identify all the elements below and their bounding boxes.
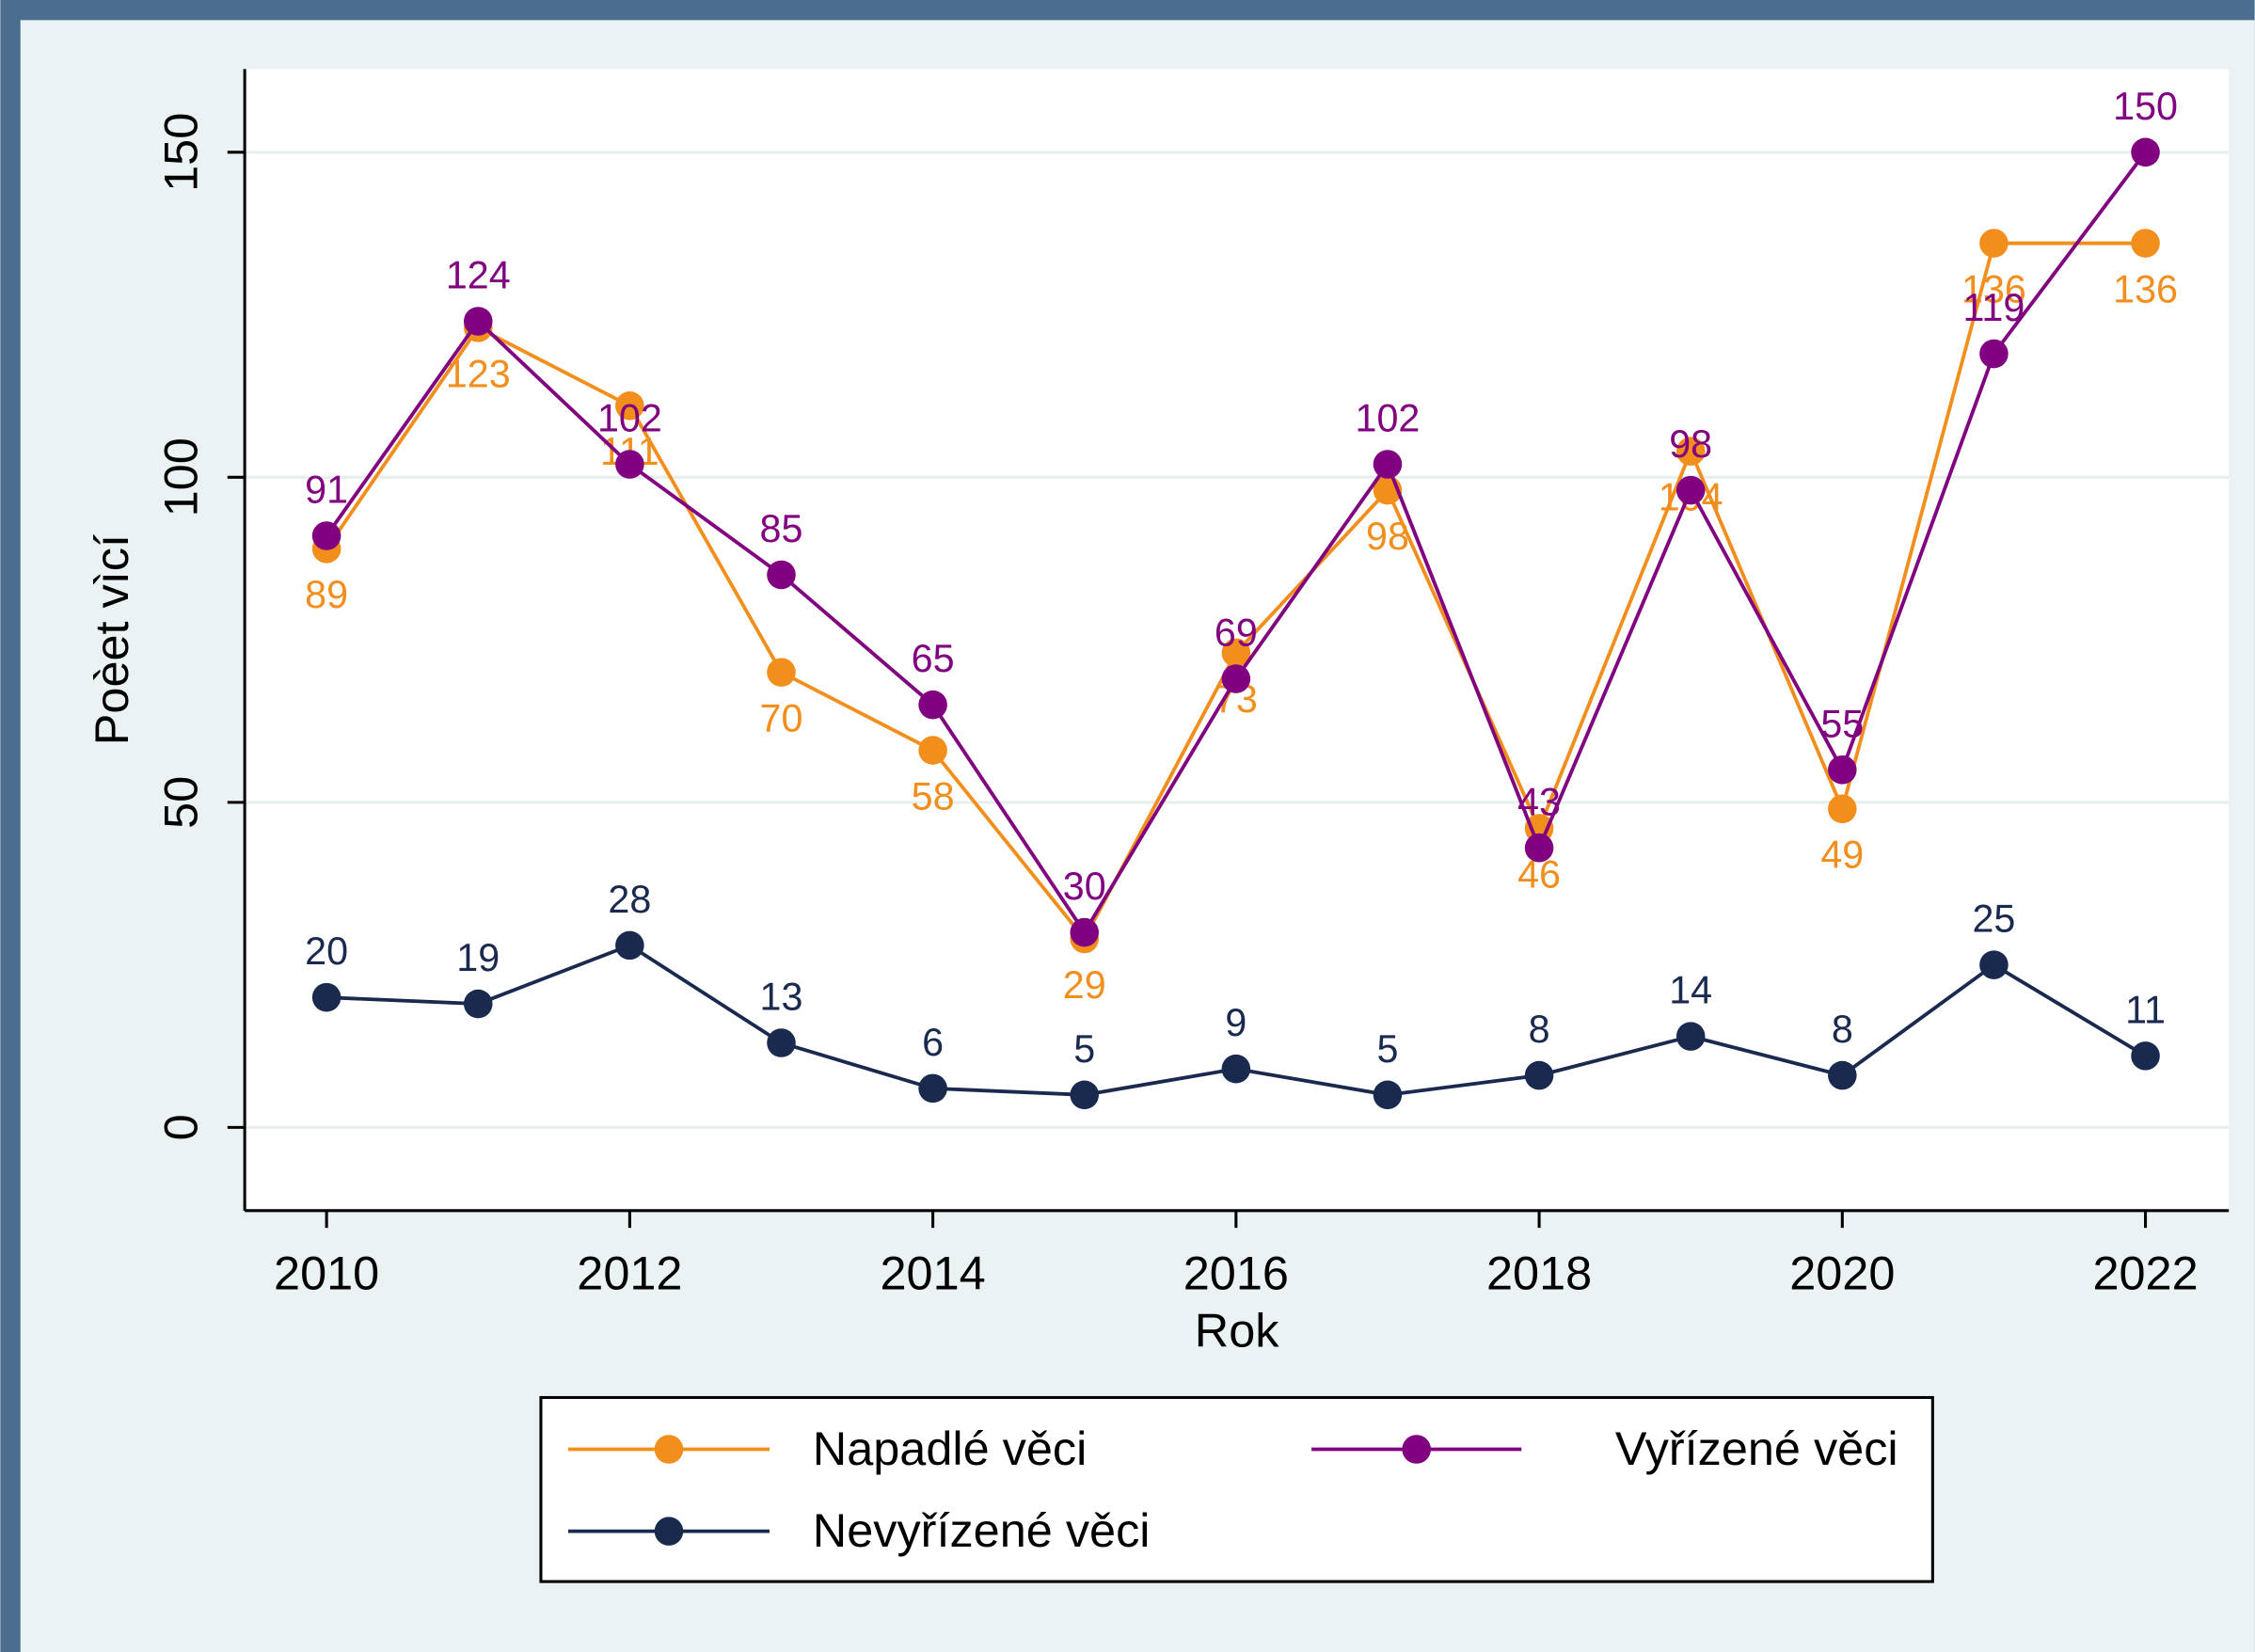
data-label: 91 bbox=[305, 469, 348, 512]
legend-marker bbox=[654, 1517, 684, 1546]
x-tick-label: 2022 bbox=[2092, 1246, 2198, 1299]
point bbox=[1675, 437, 1706, 466]
point bbox=[1373, 450, 1403, 479]
point bbox=[767, 1028, 796, 1057]
data-label: 6 bbox=[922, 1021, 944, 1064]
data-label: 5 bbox=[1073, 1027, 1095, 1071]
point bbox=[1979, 229, 2009, 258]
point bbox=[1828, 755, 1857, 785]
data-label: 30 bbox=[1063, 865, 1106, 908]
data-label: 119 bbox=[1963, 286, 2025, 329]
data-label: 14 bbox=[1669, 969, 1712, 1012]
data-label: 43 bbox=[1517, 780, 1561, 823]
data-label: 69 bbox=[1215, 612, 1258, 655]
data-label: 124 bbox=[446, 254, 511, 297]
legend bbox=[539, 1395, 1934, 1583]
data-label: 136 bbox=[1961, 267, 2026, 310]
x-tick-label: 2016 bbox=[1183, 1246, 1289, 1299]
point bbox=[463, 307, 493, 336]
x-tick-label: 2012 bbox=[577, 1246, 682, 1299]
point bbox=[615, 391, 644, 421]
data-label: 55 bbox=[1820, 702, 1864, 745]
point bbox=[1070, 1080, 1100, 1110]
point bbox=[615, 450, 644, 479]
data-label: 19 bbox=[456, 936, 500, 979]
data-label: 9 bbox=[1225, 1001, 1247, 1044]
x-tick-label: 2010 bbox=[274, 1246, 379, 1299]
data-label: 29 bbox=[1063, 963, 1106, 1007]
legend-label: Nevyřízené věci bbox=[813, 1503, 1151, 1557]
point bbox=[1373, 1080, 1403, 1110]
data-label: 58 bbox=[912, 774, 955, 818]
data-label: 11 bbox=[2125, 988, 2166, 1031]
x-axis-label: Rok bbox=[1195, 1304, 1279, 1358]
data-label: 98 bbox=[1669, 422, 1712, 466]
y-tick-label: 0 bbox=[153, 1114, 207, 1140]
data-label: 65 bbox=[912, 637, 955, 680]
point bbox=[918, 690, 947, 720]
x-tick-label: 2018 bbox=[1486, 1246, 1592, 1299]
y-axis-label: Poèet vìcí bbox=[85, 534, 138, 745]
point bbox=[918, 736, 947, 765]
data-label: 89 bbox=[305, 573, 348, 616]
point bbox=[1828, 1060, 1857, 1090]
point bbox=[463, 989, 493, 1019]
point bbox=[615, 930, 644, 961]
data-label: 13 bbox=[760, 976, 803, 1019]
point bbox=[1979, 339, 2009, 369]
y-tick-label: 150 bbox=[153, 113, 207, 192]
data-label: 102 bbox=[597, 397, 662, 440]
x-tick-label: 2020 bbox=[1789, 1246, 1895, 1299]
x-tick-label: 2014 bbox=[881, 1246, 986, 1299]
point bbox=[311, 521, 341, 550]
point bbox=[1221, 638, 1251, 668]
data-label: 102 bbox=[1356, 397, 1421, 440]
point bbox=[1828, 794, 1857, 824]
data-label: 123 bbox=[446, 352, 511, 395]
data-label: 136 bbox=[2113, 267, 2178, 310]
point bbox=[767, 658, 796, 687]
y-tick-label: 100 bbox=[153, 437, 207, 516]
point bbox=[1675, 1022, 1706, 1051]
legend-marker bbox=[1402, 1435, 1431, 1464]
legend-label: Vyřízené věci bbox=[1615, 1422, 1898, 1475]
data-label: 70 bbox=[760, 697, 803, 740]
point bbox=[1979, 950, 2009, 979]
data-label: 150 bbox=[2113, 85, 2178, 128]
data-label: 85 bbox=[760, 507, 803, 550]
point bbox=[2131, 137, 2160, 167]
data-label: 98 bbox=[1366, 515, 1409, 558]
point bbox=[1524, 833, 1554, 863]
point bbox=[1070, 917, 1100, 947]
point bbox=[2131, 229, 2160, 258]
legend-label: Napadlé věci bbox=[813, 1422, 1088, 1475]
data-label: 28 bbox=[608, 878, 651, 921]
data-label: 49 bbox=[1820, 834, 1864, 877]
data-label: 8 bbox=[1832, 1008, 1853, 1051]
point bbox=[2131, 1041, 2160, 1071]
point bbox=[311, 982, 341, 1012]
point bbox=[1524, 1060, 1554, 1090]
data-label: 8 bbox=[1529, 1008, 1550, 1051]
point bbox=[1221, 1054, 1251, 1084]
data-label: 20 bbox=[305, 929, 348, 973]
data-label: 5 bbox=[1376, 1027, 1398, 1071]
y-tick-label: 50 bbox=[153, 776, 207, 829]
point bbox=[767, 560, 796, 590]
legend-marker bbox=[654, 1435, 684, 1464]
point bbox=[918, 1073, 947, 1104]
point bbox=[1675, 475, 1706, 505]
data-label: 25 bbox=[1972, 897, 2015, 941]
point bbox=[1221, 664, 1251, 693]
